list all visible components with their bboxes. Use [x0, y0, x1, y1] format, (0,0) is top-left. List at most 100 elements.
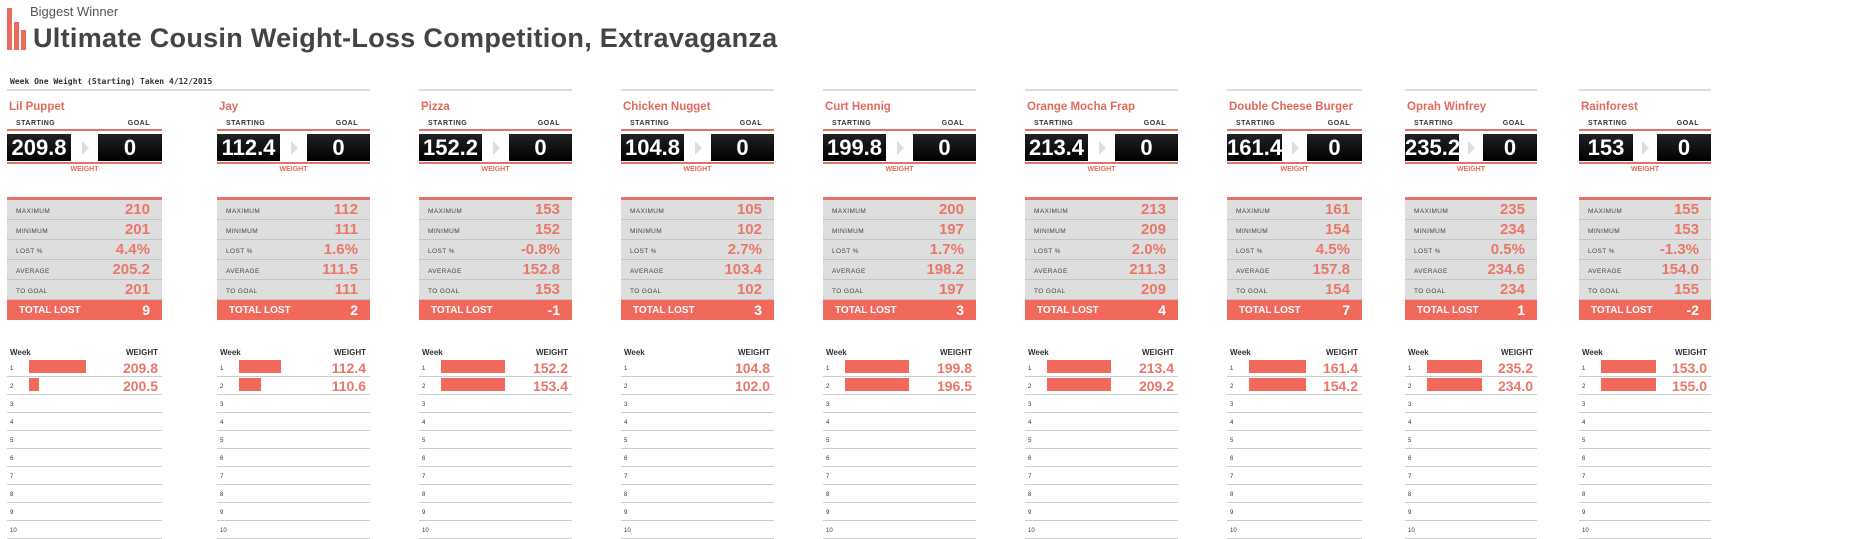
week-row[interactable]: 1 112.4	[217, 359, 370, 377]
week-row[interactable]: 2 110.6	[217, 377, 370, 395]
week-row[interactable]: 9	[1579, 503, 1711, 521]
goal-weight[interactable]: 0	[1657, 134, 1711, 161]
week-row[interactable]: 6	[217, 449, 370, 467]
week-row[interactable]: 3	[823, 395, 976, 413]
week-row[interactable]: 7	[1579, 467, 1711, 485]
week-row[interactable]: 4	[217, 413, 370, 431]
week-row[interactable]: 7	[621, 467, 774, 485]
starting-weight[interactable]: 213.4	[1025, 134, 1088, 161]
week-row[interactable]: 2 196.5	[823, 377, 976, 395]
week-row[interactable]: 9	[1025, 503, 1178, 521]
week-row[interactable]: 3	[7, 395, 162, 413]
week-row[interactable]: 3	[1025, 395, 1178, 413]
week-row[interactable]: 1 161.4	[1227, 359, 1362, 377]
starting-weight[interactable]: 104.8	[621, 134, 684, 161]
goal-weight[interactable]: 0	[98, 134, 162, 161]
week-row[interactable]: 9	[1405, 503, 1537, 521]
week-row[interactable]: 10	[1579, 521, 1711, 539]
starting-weight[interactable]: 161.4	[1227, 134, 1283, 161]
week-row[interactable]: 6	[621, 449, 774, 467]
week-row[interactable]: 10	[823, 521, 976, 539]
goal-weight[interactable]: 0	[1483, 134, 1537, 161]
week-row[interactable]: 6	[7, 449, 162, 467]
week-row[interactable]: 7	[1025, 467, 1178, 485]
week-row[interactable]: 7	[7, 467, 162, 485]
week-row[interactable]: 5	[1227, 431, 1362, 449]
week-row[interactable]: 10	[1025, 521, 1178, 539]
week-row[interactable]: 3	[621, 395, 774, 413]
week-row[interactable]: 8	[217, 485, 370, 503]
week-row[interactable]: 1 213.4	[1025, 359, 1178, 377]
week-row[interactable]: 9	[7, 503, 162, 521]
week-row[interactable]: 1 209.8	[7, 359, 162, 377]
week-row[interactable]: 7	[1405, 467, 1537, 485]
week-row[interactable]: 10	[621, 521, 774, 539]
week-row[interactable]: 9	[823, 503, 976, 521]
week-row[interactable]: 5	[7, 431, 162, 449]
week-row[interactable]: 2 155.0	[1579, 377, 1711, 395]
week-row[interactable]: 10	[7, 521, 162, 539]
week-row[interactable]: 8	[1405, 485, 1537, 503]
week-row[interactable]: 8	[7, 485, 162, 503]
week-row[interactable]: 4	[7, 413, 162, 431]
week-row[interactable]: 3	[419, 395, 572, 413]
week-row[interactable]: 1 152.2	[419, 359, 572, 377]
week-row[interactable]: 5	[217, 431, 370, 449]
week-row[interactable]: 4	[1405, 413, 1537, 431]
week-row[interactable]: 6	[1579, 449, 1711, 467]
starting-weight[interactable]: 112.4	[217, 134, 280, 161]
week-row[interactable]: 7	[419, 467, 572, 485]
week-row[interactable]: 5	[419, 431, 572, 449]
week-row[interactable]: 1 153.0	[1579, 359, 1711, 377]
week-row[interactable]: 3	[1405, 395, 1537, 413]
week-row[interactable]: 4	[823, 413, 976, 431]
week-row[interactable]: 7	[217, 467, 370, 485]
goal-weight[interactable]: 0	[913, 134, 976, 161]
week-row[interactable]: 5	[1405, 431, 1537, 449]
goal-weight[interactable]: 0	[1307, 134, 1362, 161]
week-row[interactable]: 7	[823, 467, 976, 485]
week-row[interactable]: 6	[823, 449, 976, 467]
week-row[interactable]: 2 153.4	[419, 377, 572, 395]
week-row[interactable]: 2 209.2	[1025, 377, 1178, 395]
week-row[interactable]: 3	[1579, 395, 1711, 413]
week-row[interactable]: 2 154.2	[1227, 377, 1362, 395]
week-row[interactable]: 8	[419, 485, 572, 503]
goal-weight[interactable]: 0	[711, 134, 774, 161]
week-row[interactable]: 8	[621, 485, 774, 503]
starting-weight[interactable]: 235.2	[1405, 134, 1461, 161]
week-row[interactable]: 9	[419, 503, 572, 521]
week-row[interactable]: 10	[1227, 521, 1362, 539]
week-row[interactable]: 2 234.0	[1405, 377, 1537, 395]
week-row[interactable]: 4	[621, 413, 774, 431]
week-row[interactable]: 5	[823, 431, 976, 449]
week-row[interactable]: 6	[1405, 449, 1537, 467]
week-row[interactable]: 8	[1579, 485, 1711, 503]
week-row[interactable]: 5	[1579, 431, 1711, 449]
goal-weight[interactable]: 0	[1115, 134, 1178, 161]
goal-weight[interactable]: 0	[509, 134, 572, 161]
week-row[interactable]: 2 102.0	[621, 377, 774, 395]
week-row[interactable]: 7	[1227, 467, 1362, 485]
goal-weight[interactable]: 0	[307, 134, 370, 161]
week-row[interactable]: 6	[1025, 449, 1178, 467]
week-row[interactable]: 9	[621, 503, 774, 521]
week-row[interactable]: 8	[1025, 485, 1178, 503]
week-row[interactable]: 9	[1227, 503, 1362, 521]
week-row[interactable]: 10	[1405, 521, 1537, 539]
week-row[interactable]: 4	[1025, 413, 1178, 431]
week-row[interactable]: 1 235.2	[1405, 359, 1537, 377]
starting-weight[interactable]: 152.2	[419, 134, 482, 161]
week-row[interactable]: 10	[419, 521, 572, 539]
week-row[interactable]: 8	[1227, 485, 1362, 503]
week-row[interactable]: 1 104.8	[621, 359, 774, 377]
week-row[interactable]: 9	[217, 503, 370, 521]
week-row[interactable]: 10	[217, 521, 370, 539]
week-row[interactable]: 4	[1579, 413, 1711, 431]
week-row[interactable]: 6	[419, 449, 572, 467]
week-row[interactable]: 4	[419, 413, 572, 431]
week-row[interactable]: 6	[1227, 449, 1362, 467]
week-row[interactable]: 5	[1025, 431, 1178, 449]
week-row[interactable]: 8	[823, 485, 976, 503]
week-row[interactable]: 3	[1227, 395, 1362, 413]
